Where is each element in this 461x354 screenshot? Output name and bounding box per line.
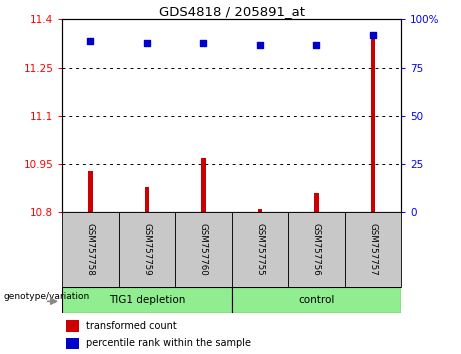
Bar (88, 171, 93, 212)
Bar (65, 320, 79, 332)
Bar (65, 338, 79, 349)
Text: genotype/variation: genotype/variation (3, 292, 89, 301)
Bar (175, 212, 231, 287)
Text: TIG1 depletion: TIG1 depletion (109, 295, 185, 305)
Point (200, 40, 207, 45)
Bar (314, 193, 319, 212)
Bar (62, 212, 118, 287)
Bar (371, 35, 375, 212)
Text: GSM757760: GSM757760 (199, 223, 208, 276)
Bar (288, 212, 344, 287)
Bar (258, 209, 262, 212)
Text: GSM757759: GSM757759 (142, 223, 152, 276)
Text: transformed count: transformed count (86, 321, 177, 331)
Text: GSM757757: GSM757757 (368, 223, 378, 276)
Bar (62, 287, 231, 313)
Point (256, 42, 264, 47)
Bar (231, 287, 401, 313)
Title: GDS4818 / 205891_at: GDS4818 / 205891_at (159, 5, 305, 18)
Bar (344, 212, 401, 287)
Text: GSM757758: GSM757758 (86, 223, 95, 276)
Text: GSM757755: GSM757755 (255, 223, 265, 276)
Point (369, 32, 377, 38)
Point (143, 40, 151, 45)
Bar (201, 158, 206, 212)
Point (87, 38, 94, 44)
Bar (118, 212, 175, 287)
Text: GSM757756: GSM757756 (312, 223, 321, 276)
Text: percentile rank within the sample: percentile rank within the sample (86, 338, 251, 348)
Bar (231, 212, 288, 287)
Bar (145, 187, 149, 212)
Point (313, 42, 320, 47)
Text: control: control (298, 295, 335, 305)
